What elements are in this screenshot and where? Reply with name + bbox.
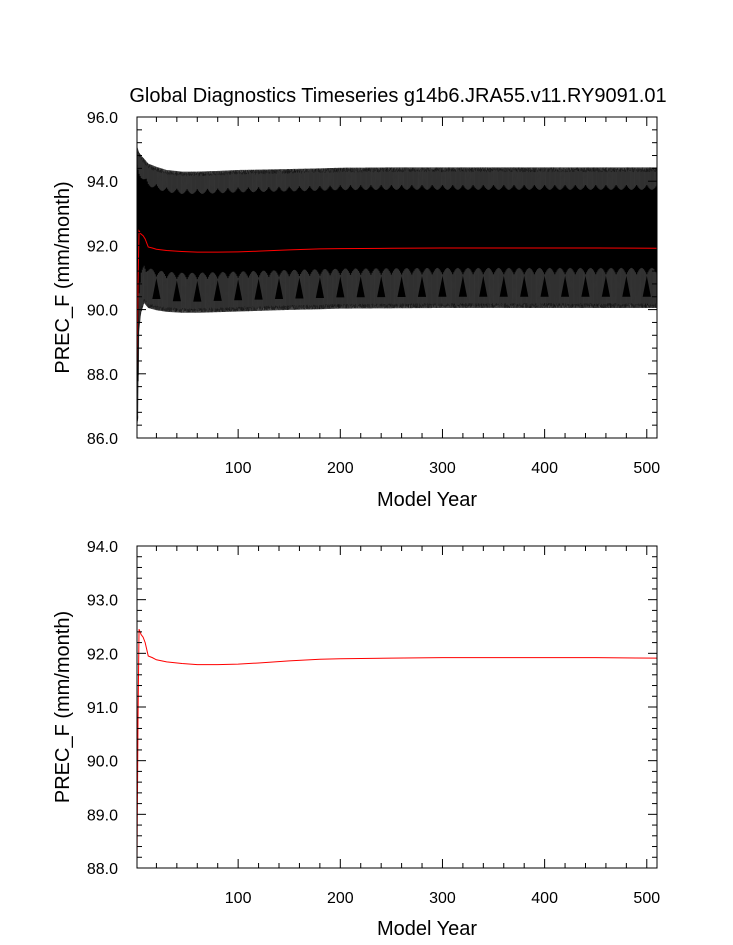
y-tick-label: 92.0 <box>87 238 118 255</box>
y-tick-label: 94.0 <box>87 174 118 191</box>
y-tick-label: 93.0 <box>87 593 118 610</box>
y-tick-label: 86.0 <box>87 431 118 448</box>
x-tick-label: 200 <box>327 460 354 477</box>
x-tick-label: 100 <box>225 460 252 477</box>
series-annual-mean-line <box>137 629 657 862</box>
x-tick-label: 200 <box>327 890 354 907</box>
x-tick-label: 300 <box>429 460 456 477</box>
plot-area <box>137 629 657 862</box>
x-tick-label: 400 <box>531 890 558 907</box>
plot-area <box>137 146 657 428</box>
y-tick-label: 88.0 <box>87 861 118 878</box>
x-tick-label: 500 <box>633 460 660 477</box>
y-tick-label: 88.0 <box>87 367 118 384</box>
y-tick-label: 90.0 <box>87 754 118 771</box>
plot-frame <box>137 546 657 868</box>
y-tick-label: 94.0 <box>87 539 118 556</box>
x-tick-label: 300 <box>429 890 456 907</box>
y-axis-title: PREC_F (mm/month) <box>52 181 74 373</box>
chart-panel-1: 100 200 300 400 500 86.0 88.0 90.0 92.0 94.0 96.0 M… <box>52 85 667 511</box>
chart-title: Global Diagnostics Timeseries g14b6.JRA5… <box>129 85 666 107</box>
x-tick-label: 500 <box>633 890 660 907</box>
y-axis-title: PREC_F (mm/month) <box>52 611 74 803</box>
figure: 100 200 300 400 500 86.0 88.0 90.0 92.0 94.0 96.0 M… <box>0 0 733 945</box>
x-tick-label: 100 <box>225 890 252 907</box>
y-tick-label: 92.0 <box>87 646 118 663</box>
y-tick-label: 91.0 <box>87 700 118 717</box>
x-axis-title: Model Year <box>377 918 477 940</box>
x-tick-label: 400 <box>531 460 558 477</box>
chart-panel-2: 100 200 300 400 500 88.0 89.0 90.0 91.0 92.0 93.0 9… <box>52 539 660 940</box>
y-tick-label: 89.0 <box>87 807 118 824</box>
x-axis-title: Model Year <box>377 489 477 511</box>
y-tick-label: 90.0 <box>87 303 118 320</box>
y-tick-label: 96.0 <box>87 110 118 127</box>
